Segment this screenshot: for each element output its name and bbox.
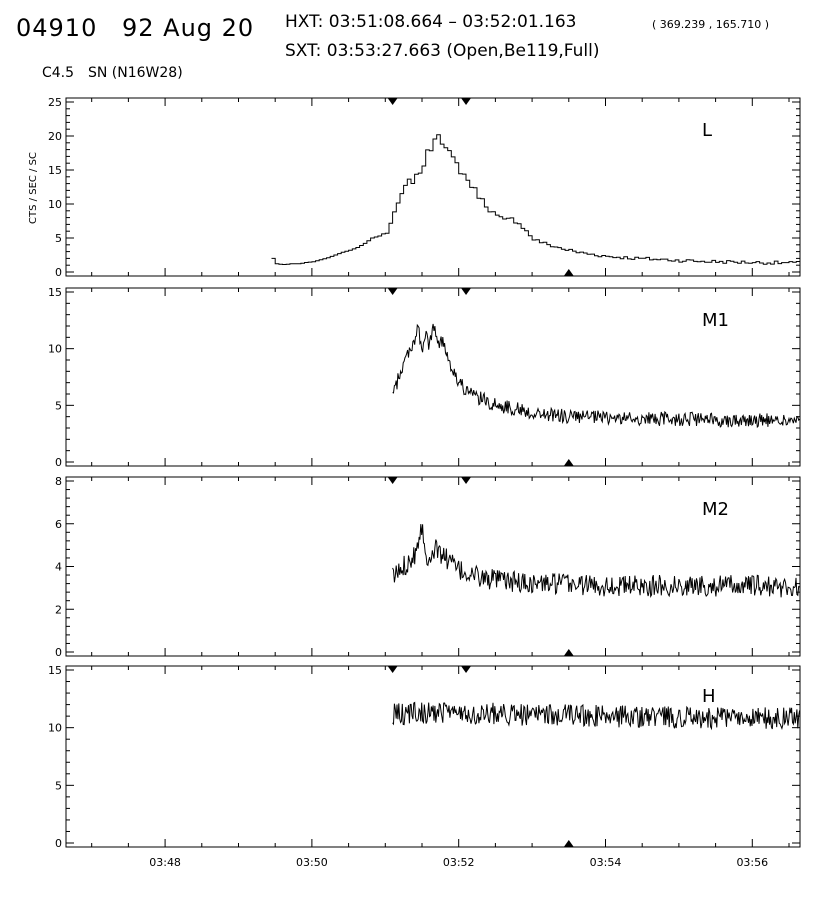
series-m2-curve <box>392 524 800 599</box>
series-l-curve <box>271 134 801 265</box>
x-tick-label: 03:54 <box>590 856 622 869</box>
x-tick-label: 03:50 <box>296 856 328 869</box>
panel-label-h: H <box>702 686 716 707</box>
x-tick-label: 03:56 <box>736 856 768 869</box>
interval-start-marker <box>387 477 398 484</box>
y-tick-label: 20 <box>48 130 62 143</box>
y-tick-label: 5 <box>55 779 62 792</box>
flare-location: SN (N16W28) <box>88 65 183 81</box>
sxt-time-marker <box>563 649 574 656</box>
sxt-image-info: SXT: 03:53:27.663 (Open,Be119,Full) <box>285 41 600 61</box>
panel-frame-l <box>65 97 801 277</box>
y-tick-label: 8 <box>55 475 62 488</box>
interval-start-marker <box>387 98 398 105</box>
goes-class: C4.5 <box>42 65 75 81</box>
panel-frame-m2 <box>65 476 801 657</box>
interval-end-marker <box>461 98 472 105</box>
sxt-time-marker <box>563 269 574 276</box>
y-tick-label: 15 <box>48 664 62 677</box>
x-tick-label: 03:52 <box>443 856 475 869</box>
panel-frame-h <box>65 665 801 848</box>
y-tick-label: 10 <box>48 722 62 735</box>
y-tick-label: 5 <box>55 399 62 412</box>
hxt-interval: HXT: 03:51:08.664 – 03:52:01.163 <box>285 12 577 32</box>
interval-end-marker <box>461 288 472 295</box>
panel-label-m1: M1 <box>702 310 729 331</box>
y-tick-label: 15 <box>48 164 62 177</box>
y-tick-label: 2 <box>55 603 62 616</box>
sxt-time-marker <box>563 459 574 466</box>
y-tick-label: 10 <box>48 343 62 356</box>
series-h-curve <box>392 701 801 731</box>
interval-end-marker <box>461 666 472 673</box>
y-tick-label: 5 <box>55 232 62 245</box>
y-tick-label: 25 <box>48 96 62 109</box>
y-tick-label: 0 <box>55 837 62 850</box>
interval-start-marker <box>387 666 398 673</box>
panel-label-m2: M2 <box>702 499 729 520</box>
y-tick-label: 15 <box>48 286 62 299</box>
panel-frame-m1 <box>65 287 801 467</box>
y-tick-label: 4 <box>55 561 62 574</box>
y-tick-label: 0 <box>55 456 62 469</box>
series-m1-curve <box>392 323 800 429</box>
hxt-coordinates: ( 369.239 , 165.710 ) <box>652 18 770 31</box>
y-tick-label: 0 <box>55 266 62 279</box>
y-tick-label: 10 <box>48 198 62 211</box>
y-axis-label: CTS / SEC / SC <box>28 152 39 224</box>
interval-end-marker <box>461 477 472 484</box>
sxt-time-marker <box>563 840 574 847</box>
interval-start-marker <box>387 288 398 295</box>
panel-label-l: L <box>702 120 712 141</box>
y-tick-label: 0 <box>55 646 62 659</box>
event-number: 04910 <box>16 14 98 42</box>
y-tick-label: 6 <box>55 518 62 531</box>
x-tick-label: 03:48 <box>149 856 181 869</box>
event-date: 92 Aug 20 <box>122 14 255 42</box>
